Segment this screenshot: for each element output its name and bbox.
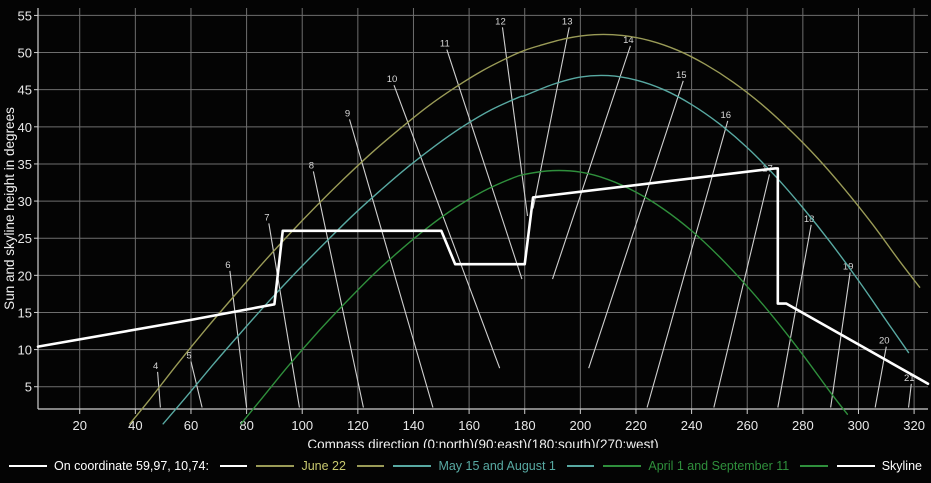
series-line-april-1-and-september-11: [240, 169, 849, 425]
legend-item-label: April 1 and September 11: [648, 458, 790, 473]
y-tick-label: 35: [18, 157, 32, 172]
x-tick-label: 20: [72, 418, 86, 433]
hour-label: 20: [879, 336, 890, 347]
hour-label: 13: [562, 16, 573, 27]
y-axis-title: Sun and skyline height in degrees: [2, 107, 17, 310]
y-tick-label: 20: [18, 268, 32, 283]
hour-label: 5: [186, 350, 191, 361]
y-tick-label: 30: [18, 194, 32, 209]
x-tick-label: 100: [291, 418, 313, 433]
hour-label: 12: [495, 16, 506, 27]
legend-swatch-line: [256, 464, 295, 467]
hour-line: [446, 49, 523, 280]
hour-label: 21: [904, 373, 915, 384]
x-tick-label: 160: [458, 418, 480, 433]
y-tick-label: 25: [18, 231, 32, 246]
x-tick-label: 180: [514, 418, 536, 433]
hour-line: [777, 224, 812, 408]
hour-label: 7: [264, 212, 269, 223]
hour-line: [874, 346, 887, 408]
x-tick-label: 220: [625, 418, 647, 433]
x-tick-label: 120: [347, 418, 369, 433]
y-tick-label: 40: [18, 120, 32, 135]
series-line-skyline: [36, 167, 930, 386]
legend-item-label: June 22: [301, 458, 346, 473]
hour-line: [830, 272, 851, 408]
data-series: [36, 33, 930, 425]
x-tick-label: 60: [184, 418, 198, 433]
hour-label: 16: [720, 110, 731, 121]
hour-line: [713, 174, 771, 408]
hour-line: [532, 27, 570, 209]
legend-item[interactable]: Skyline: [836, 458, 922, 473]
legend-swatch-line: [393, 464, 432, 467]
y-tick-label: 55: [18, 8, 32, 23]
hour-line: [229, 270, 248, 408]
y-tick-label: 45: [18, 83, 32, 98]
x-tick-label: 280: [792, 418, 814, 433]
x-tick-label: 260: [736, 418, 758, 433]
hour-line: [646, 120, 729, 408]
chart-legend: On coordinate 59,97, 10,74: June 22 May 15…: [0, 448, 931, 483]
legend-item-label: On coordinate 59,97, 10,74:: [54, 458, 209, 473]
hour-label: 10: [387, 74, 398, 85]
legend-swatch-line: [836, 464, 875, 467]
hour-line: [552, 45, 631, 280]
hour-label: 15: [676, 70, 687, 81]
legend-swatch-line: [9, 464, 47, 467]
legend-item-label: May 15 and August 1: [438, 458, 556, 473]
legend-item[interactable]: April 1 and September 11: [603, 459, 789, 473]
chart-plot-area: 5 10 15 20 25 30 35 40 45 50 55 20 40 60 80 100 120 140 16…: [0, 0, 931, 448]
hour-line: [907, 383, 912, 408]
hour-label: 9: [345, 108, 350, 119]
legend-item[interactable]: On coordinate 59,97, 10,74:: [9, 459, 209, 473]
y-tick-label: 15: [18, 305, 32, 320]
hour-label: 8: [309, 160, 314, 171]
y-tick-label: 5: [25, 380, 32, 395]
hour-label: 14: [623, 35, 634, 46]
hour-line: [268, 223, 300, 408]
y-tick-label: 10: [18, 343, 32, 358]
legend-item[interactable]: May 15 and August 1: [393, 458, 556, 473]
hour-line: [348, 119, 434, 408]
legend-swatch-line-trailing: [800, 464, 828, 467]
hour-label: 11: [440, 39, 450, 50]
legend-item[interactable]: June 22: [256, 458, 346, 473]
legend-swatch-line-trailing: [219, 464, 248, 467]
hour-label: 6: [225, 260, 230, 271]
x-tick-label: 240: [681, 418, 703, 433]
x-tick-label: 80: [239, 418, 253, 433]
x-tick-label: 320: [903, 418, 925, 433]
hour-line: [312, 171, 364, 408]
hour-label: 18: [804, 214, 815, 225]
y-axis-ticks: 5 10 15 20 25 30 35 40 45 50 55: [18, 8, 38, 395]
x-tick-label: 140: [403, 418, 425, 433]
x-tick-label: 200: [569, 418, 591, 433]
series-line-june-22: [129, 33, 921, 425]
x-tick-label: 300: [848, 418, 870, 433]
x-tick-label: 40: [128, 418, 142, 433]
legend-item-label: Skyline: [881, 458, 922, 473]
legend-swatch-line-trailing: [356, 464, 385, 467]
x-axis-title: Compass direction (0:north)(90:east)(180…: [307, 437, 658, 448]
hour-line: [393, 85, 501, 369]
hour-label: 4: [153, 361, 158, 372]
chart-background: [0, 0, 931, 448]
hour-line: [588, 80, 684, 369]
series-line-may-15-and-august-1: [162, 74, 910, 425]
y-tick-label: 50: [18, 46, 32, 61]
legend-swatch-line-trailing: [566, 464, 595, 467]
legend-swatch-line: [603, 464, 642, 467]
hour-line: [157, 371, 161, 408]
